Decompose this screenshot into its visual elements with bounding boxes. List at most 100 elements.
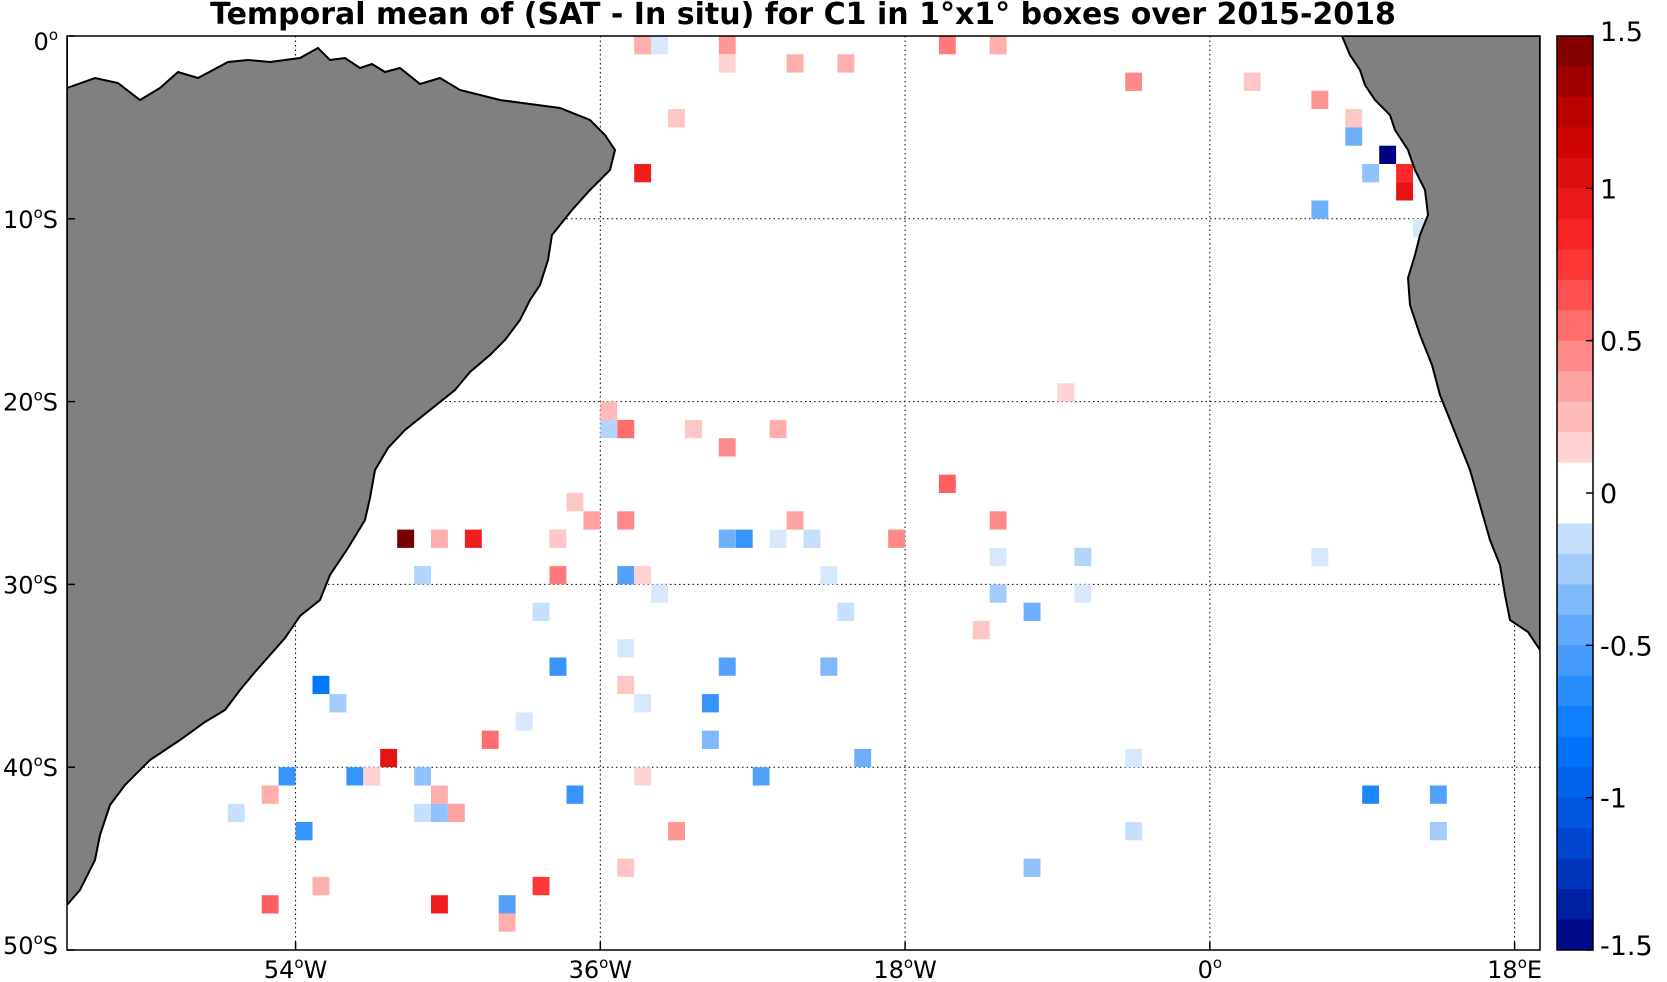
colorbar-bin <box>1557 645 1593 677</box>
data-cell <box>668 822 685 841</box>
colorbar-bin <box>1557 401 1593 433</box>
data-cell <box>600 419 618 439</box>
data-cell <box>786 511 804 530</box>
x-tick-label: 0o <box>1198 954 1222 982</box>
data-cell <box>431 529 448 548</box>
data-cell <box>803 529 821 548</box>
y-tick-label: 30oS <box>3 569 58 599</box>
data-cell <box>1125 822 1143 841</box>
colorbar-bin <box>1557 767 1593 799</box>
data-cell <box>718 438 736 457</box>
africa-land <box>1340 36 1540 652</box>
colorbar-bin <box>1557 706 1593 738</box>
y-tick-label: 10oS <box>3 204 58 234</box>
colorbar-tick-label: 0.5 <box>1600 327 1643 358</box>
data-cell <box>1074 584 1092 603</box>
data-cell <box>701 694 719 713</box>
data-cell <box>718 36 736 55</box>
colorbar-bin <box>1557 340 1593 372</box>
x-tick-label: 36oW <box>569 954 632 982</box>
south-america-land <box>67 36 617 907</box>
data-cell <box>786 54 804 73</box>
colorbar-tick-label: 1 <box>1600 174 1617 205</box>
data-cell <box>414 566 431 585</box>
colorbar-bin <box>1557 858 1593 890</box>
colorbar <box>1556 35 1594 951</box>
colorbar-tick-label: -0.5 <box>1600 631 1653 662</box>
data-cell <box>989 547 1007 567</box>
data-cell <box>718 657 736 676</box>
colorbar-bin <box>1557 523 1593 555</box>
data-cell <box>566 493 584 512</box>
data-cell <box>447 803 465 823</box>
colorbar-bin <box>1557 889 1593 921</box>
data-cell <box>837 602 855 621</box>
colorbar-bin <box>1557 157 1593 189</box>
data-cell <box>1345 127 1363 146</box>
x-axis-ticks: 54oW 36oW 18oW 0o 18oE <box>264 942 1542 982</box>
data-cell <box>414 803 431 823</box>
y-axis-ticks: 0o 10oS 20oS 30oS 40oS 50oS <box>3 26 75 960</box>
colorbar-bin <box>1557 493 1593 524</box>
data-cell <box>1023 858 1041 877</box>
colorbar-bin <box>1557 218 1593 250</box>
colorbar-bin <box>1557 36 1593 67</box>
y-tick-label: 0o <box>34 26 58 56</box>
data-cell <box>735 529 753 548</box>
colorbar-bin <box>1557 919 1593 951</box>
colorbar-bin <box>1557 828 1593 860</box>
data-cell <box>312 876 330 896</box>
data-cell <box>1057 383 1075 402</box>
data-cell <box>481 730 499 749</box>
data-cell <box>634 767 652 786</box>
data-cell <box>1429 785 1447 804</box>
data-cell <box>1345 109 1363 128</box>
colorbar-tick-label: -1 <box>1600 784 1627 815</box>
data-cell <box>668 109 685 128</box>
plot-frame <box>66 35 1541 951</box>
data-cell <box>464 529 482 548</box>
data-cell <box>566 785 584 804</box>
colorbar-bin <box>1557 371 1593 403</box>
data-cell <box>498 895 516 914</box>
x-tick-label: 18oE <box>1487 954 1542 982</box>
data-cell <box>617 639 635 658</box>
data-cell <box>1396 182 1413 201</box>
colorbar-tick-label: 1.5 <box>1600 17 1643 48</box>
colorbar-bin <box>1557 66 1593 98</box>
data-cell <box>600 401 618 420</box>
data-cell <box>651 584 668 603</box>
data-cell <box>634 566 652 585</box>
data-cell <box>634 164 652 183</box>
data-cell <box>989 36 1007 55</box>
data-cell <box>1125 72 1143 91</box>
colorbar-tick-label: 0 <box>1600 479 1617 510</box>
data-cell <box>989 584 1007 603</box>
data-cell <box>1311 90 1329 110</box>
colorbar-bin <box>1557 797 1593 829</box>
data-cell <box>634 694 652 713</box>
colorbar-bin <box>1557 675 1593 707</box>
colorbar-ticks: 1.5 1 0.5 0 -0.5 -1 -1.5 <box>1586 17 1653 962</box>
colorbar-bin <box>1557 614 1593 646</box>
colorbar-bin <box>1557 584 1593 616</box>
data-cell <box>938 36 956 55</box>
data-cell <box>769 529 787 548</box>
data-cell <box>617 566 635 585</box>
colorbar-bin <box>1557 188 1593 220</box>
data-cell <box>837 54 855 73</box>
data-cell <box>854 748 872 768</box>
colorbar-bin <box>1557 432 1593 464</box>
y-tick-label: 50oS <box>3 930 58 960</box>
data-cell <box>1125 748 1143 768</box>
map-title: Temporal mean of (SAT - In situ) for C1 … <box>210 0 1396 32</box>
data-cell <box>651 36 668 55</box>
data-cell <box>312 675 330 695</box>
data-cell <box>685 419 702 439</box>
y-tick-label: 40oS <box>3 752 58 782</box>
data-cell <box>1362 785 1380 804</box>
colorbar-bin <box>1557 127 1593 159</box>
colorbar-tick-label: -1.5 <box>1600 931 1653 962</box>
data-cell <box>820 657 838 676</box>
